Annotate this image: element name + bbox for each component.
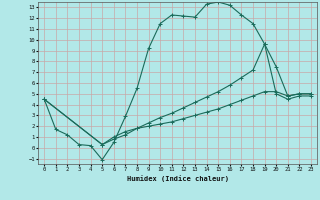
X-axis label: Humidex (Indice chaleur): Humidex (Indice chaleur) bbox=[127, 175, 228, 182]
